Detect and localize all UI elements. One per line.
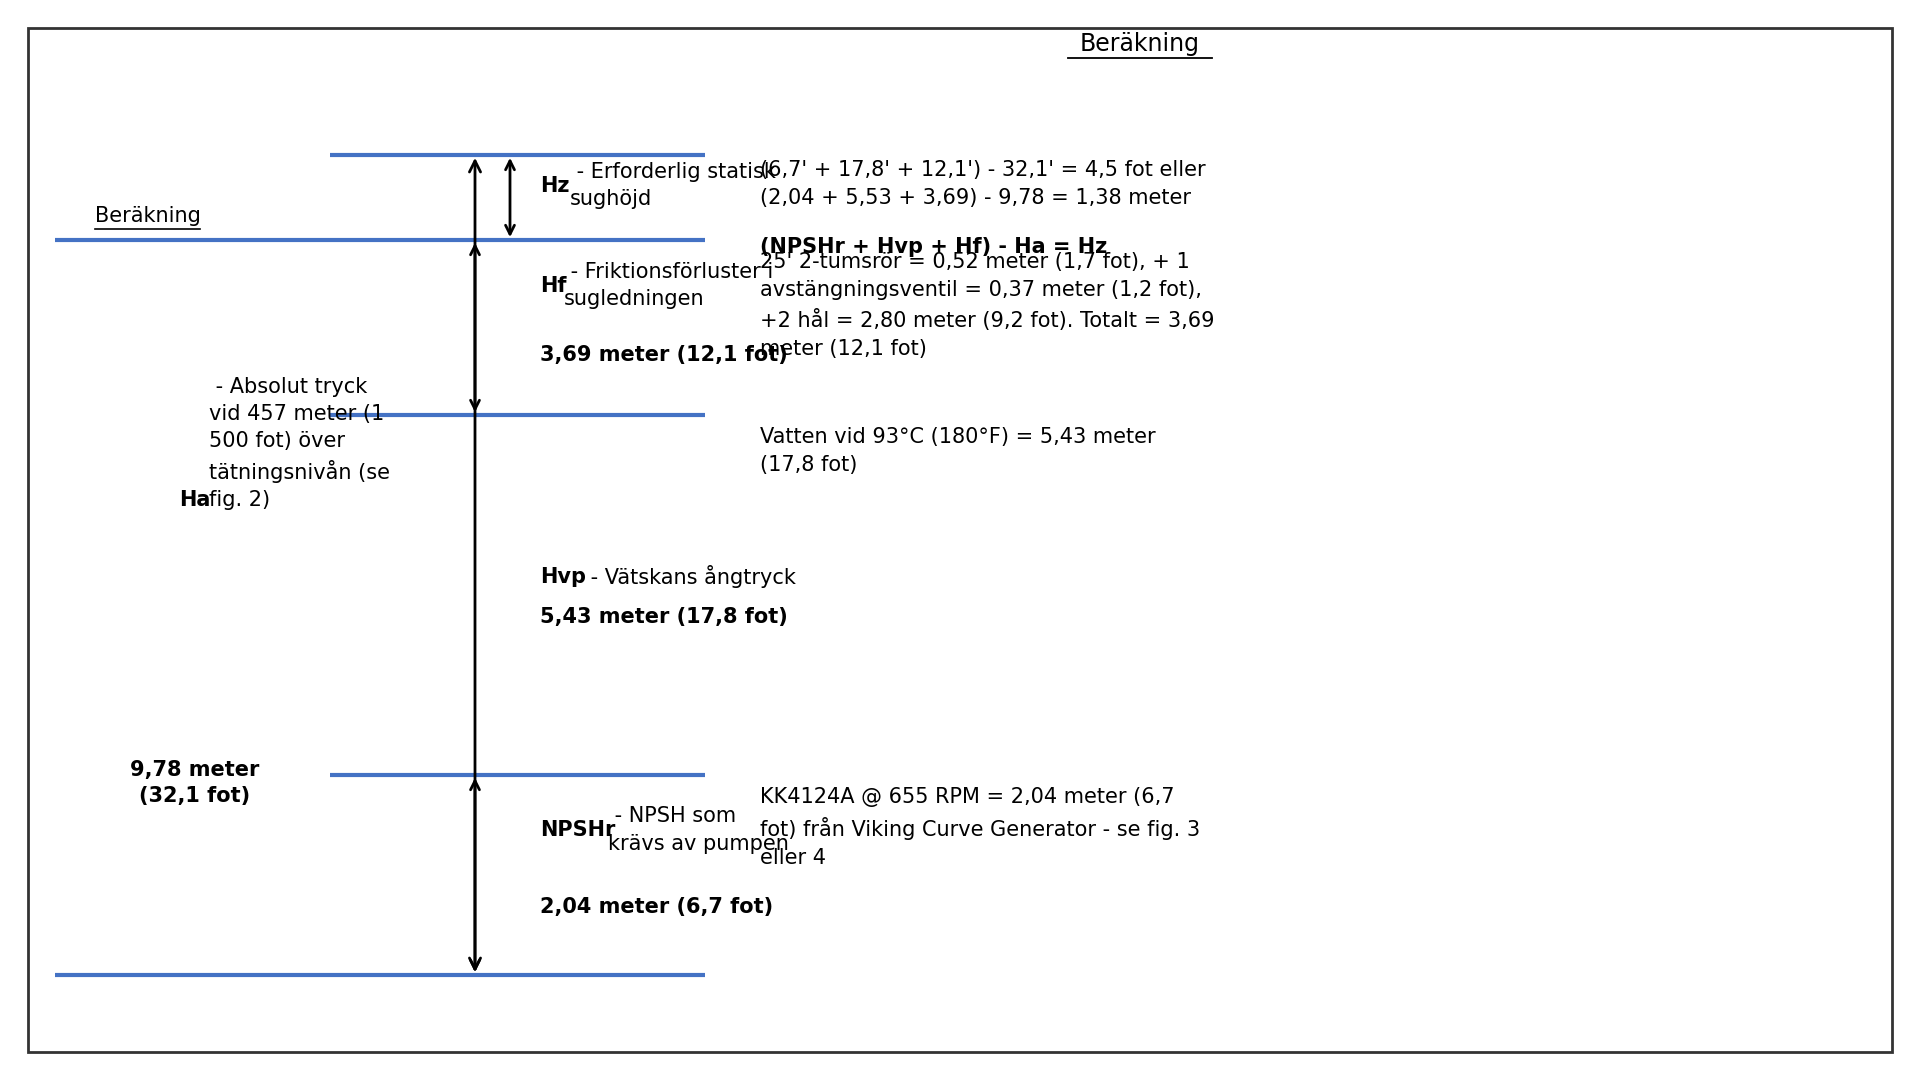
Text: Hf: Hf: [540, 275, 566, 296]
Text: 2,04 meter (6,7 fot): 2,04 meter (6,7 fot): [540, 897, 774, 917]
Text: - Friktionsförluster i
sugledningen: - Friktionsförluster i sugledningen: [564, 261, 774, 309]
Text: - Absolut tryck
vid 457 meter (1
500 fot) över
tätningsnivån (se
fig. 2): - Absolut tryck vid 457 meter (1 500 fot…: [209, 377, 390, 510]
FancyBboxPatch shape: [29, 28, 1891, 1052]
Text: Vatten vid 93°C (180°F) = 5,43 meter
(17,8 fot): Vatten vid 93°C (180°F) = 5,43 meter (17…: [760, 427, 1156, 475]
Text: (NPSHr + Hvp + Hf) - Ha = Hz: (NPSHr + Hvp + Hf) - Ha = Hz: [760, 237, 1108, 257]
Text: Ha: Ha: [179, 490, 211, 510]
Text: Hz: Hz: [540, 175, 570, 195]
Text: 3,69 meter (12,1 fot): 3,69 meter (12,1 fot): [540, 346, 787, 365]
Text: 5,43 meter (17,8 fot): 5,43 meter (17,8 fot): [540, 607, 787, 627]
Text: Hvp: Hvp: [540, 567, 586, 588]
Text: KK4124A @ 655 RPM = 2,04 meter (6,7
fot) från Viking Curve Generator - se fig. 3: KK4124A @ 655 RPM = 2,04 meter (6,7 fot)…: [760, 787, 1200, 867]
Text: (6,7' + 17,8' + 12,1') - 32,1' = 4,5 fot eller
(2,04 + 5,53 + 3,69) - 9,78 = 1,3: (6,7' + 17,8' + 12,1') - 32,1' = 4,5 fot…: [760, 160, 1206, 208]
Text: NPSHr: NPSHr: [540, 820, 616, 840]
Text: Beräkning: Beräkning: [94, 206, 202, 226]
Text: - Erforderlig statisk
sughöjd: - Erforderlig statisk sughöjd: [570, 162, 776, 210]
Text: - NPSH som
krävs av pumpen: - NPSH som krävs av pumpen: [609, 807, 789, 853]
Text: 25' 2-tumsrör = 0,52 meter (1,7 fot), + 1
avstängningsventil = 0,37 meter (1,2 f: 25' 2-tumsrör = 0,52 meter (1,7 fot), + …: [760, 252, 1215, 359]
Text: - Vätskans ångtryck: - Vätskans ångtryck: [584, 566, 797, 589]
Text: Beräkning: Beräkning: [1079, 32, 1200, 56]
Text: 9,78 meter
(32,1 fot): 9,78 meter (32,1 fot): [131, 760, 259, 807]
